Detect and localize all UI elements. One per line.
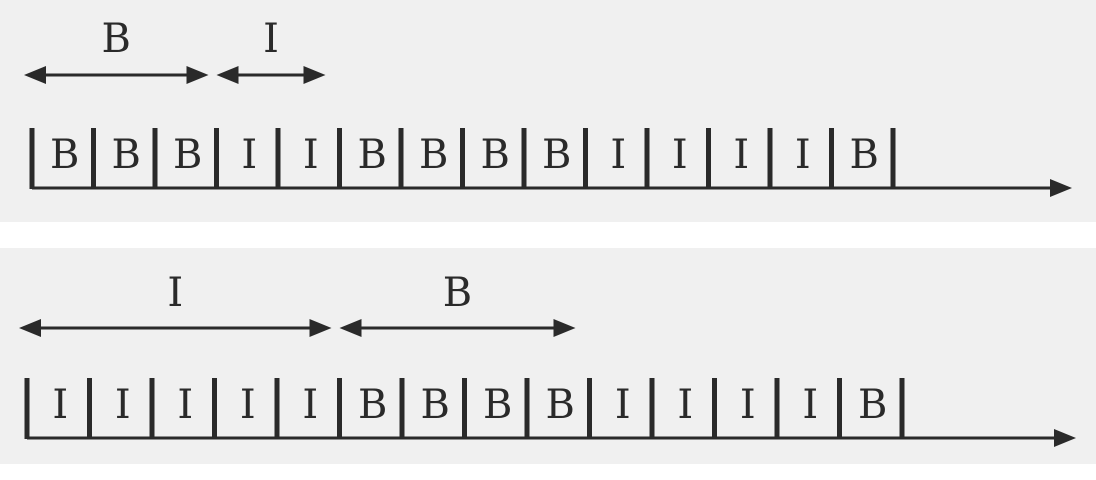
- top-frame-12: I: [733, 132, 749, 178]
- top-frame-4: I: [241, 132, 257, 178]
- top-timeline-arrowhead: [1050, 179, 1072, 197]
- bottom-span-arrow-2-right-head: [554, 319, 576, 337]
- top-span-arrow-1-right-head: [187, 66, 209, 84]
- bottom-frame-11: I: [677, 382, 693, 428]
- top-frame-7: B: [419, 132, 448, 178]
- bottom-span-arrow-1-right-head: [310, 319, 332, 337]
- bottom-frame-10: I: [615, 382, 631, 428]
- bottom-frame-1: I: [52, 382, 68, 428]
- top-span-label-2: I: [263, 16, 279, 62]
- top-span-label-1: B: [102, 16, 131, 62]
- bottom-span-arrow-1-left-head: [19, 319, 41, 337]
- bottom-frame-13: I: [802, 382, 818, 428]
- bottom-frame-3: I: [177, 382, 193, 428]
- bottom-frame-2: I: [115, 382, 131, 428]
- bottom-frame-4: I: [240, 382, 256, 428]
- top-frame-9: B: [542, 132, 571, 178]
- top-frame-1: B: [50, 132, 79, 178]
- bottom-frame-7: B: [421, 382, 450, 428]
- bottom-frame-12: I: [740, 382, 756, 428]
- top-frame-3: B: [173, 132, 202, 178]
- bottom-frame-14: B: [858, 382, 887, 428]
- bottom-frame-9: B: [546, 382, 575, 428]
- top-span-arrow-1-left-head: [24, 66, 46, 84]
- top-frame-2: B: [112, 132, 141, 178]
- top-frame-13: I: [795, 132, 811, 178]
- bottom-timeline-arrowhead: [1054, 429, 1076, 447]
- top-frame-5: I: [303, 132, 319, 178]
- top-frame-10: I: [610, 132, 626, 178]
- bottom-span-label-1: I: [167, 270, 183, 316]
- top-span-arrow-2-right-head: [304, 66, 326, 84]
- top-frame-14: B: [850, 132, 879, 178]
- bottom-frame-5: I: [302, 382, 318, 428]
- top-frame-6: B: [358, 132, 387, 178]
- bottom-span-arrow-2-left-head: [340, 319, 362, 337]
- bottom-frame-6: B: [358, 382, 387, 428]
- top-span-arrow-2-left-head: [217, 66, 239, 84]
- bottom-span-label-2: B: [443, 270, 472, 316]
- top-sequence-diagram: B B B I I B B B B I I I I BB I: [0, 0, 1096, 222]
- bottom-frame-8: B: [483, 382, 512, 428]
- top-frame-11: I: [672, 132, 688, 178]
- bottom-sequence-diagram: I I I I I B B B B I I I I BI B: [0, 248, 1096, 464]
- top-frame-8: B: [481, 132, 510, 178]
